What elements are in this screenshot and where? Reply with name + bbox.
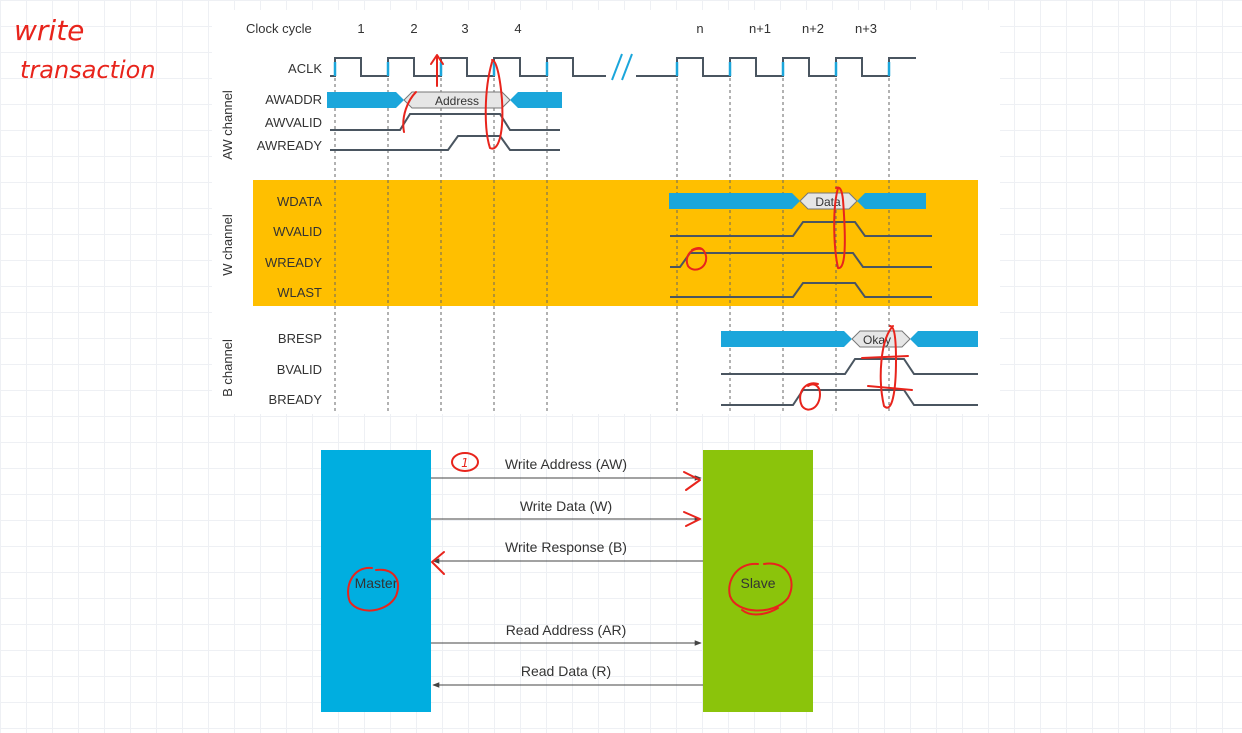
- awaddr-waveform: [327, 91, 562, 109]
- master-block: [321, 450, 431, 712]
- cycle-label: n+2: [802, 21, 824, 36]
- signal-awvalid-label: AWVALID: [265, 115, 322, 130]
- bvalid-waveform: [721, 358, 978, 375]
- write-address-label: Write Address (AW): [505, 456, 627, 472]
- wready-waveform: [670, 252, 932, 268]
- cycle-label: n+3: [855, 21, 877, 36]
- slave-block: [703, 450, 813, 712]
- b-channel-label: B channel: [220, 339, 235, 397]
- signal-awaddr-label: AWADDR: [265, 92, 322, 107]
- signal-wdata-label: WDATA: [277, 194, 322, 209]
- write-response-label: Write Response (B): [505, 539, 627, 555]
- write-data-label: Write Data (W): [520, 498, 612, 514]
- annotation-transaction: transaction: [20, 56, 156, 84]
- wdata-value-label: Data: [815, 195, 841, 209]
- awaddr-value-label: Address: [435, 94, 479, 108]
- circled-number: 1: [461, 456, 469, 470]
- clock-edge-guides: [334, 66, 890, 412]
- cycle-label: 2: [410, 21, 417, 36]
- w-channel-label: W channel: [220, 214, 235, 276]
- cycle-label: 4: [514, 21, 521, 36]
- clock-cycle-label: Clock cycle: [246, 21, 312, 36]
- aclk-waveform: [330, 53, 916, 81]
- signal-wvalid-label: WVALID: [273, 224, 322, 239]
- read-address-label: Read Address (AR): [506, 622, 627, 638]
- aw-channel-label: AW channel: [220, 90, 235, 160]
- signal-bresp-label: BRESP: [278, 331, 322, 346]
- handwritten-marks-blocks: 1: [347, 452, 793, 616]
- awready-waveform: [330, 135, 560, 151]
- read-data-label: Read Data (R): [521, 663, 611, 679]
- slave-label: Slave: [740, 575, 775, 591]
- signal-wready-label: WREADY: [265, 255, 322, 270]
- signal-bvalid-label: BVALID: [277, 362, 322, 377]
- signal-aclk-label: ACLK: [288, 61, 322, 76]
- awvalid-waveform: [330, 113, 560, 131]
- handwritten-marks-timing: [402, 54, 913, 411]
- cycle-label: 1: [357, 21, 364, 36]
- wlast-waveform: [670, 282, 932, 298]
- signal-awready-label: AWREADY: [257, 138, 323, 153]
- wvalid-waveform: [670, 221, 932, 237]
- bready-waveform: [721, 389, 978, 406]
- master-label: Master: [355, 575, 398, 591]
- cycle-label: 3: [461, 21, 468, 36]
- bresp-waveform: [721, 330, 978, 348]
- annotation-write: write: [14, 14, 84, 47]
- cycle-label: n+1: [749, 21, 771, 36]
- signal-wlast-label: WLAST: [277, 285, 322, 300]
- cycle-label: n: [696, 21, 703, 36]
- signal-bready-label: BREADY: [269, 392, 323, 407]
- wdata-waveform: [669, 192, 926, 210]
